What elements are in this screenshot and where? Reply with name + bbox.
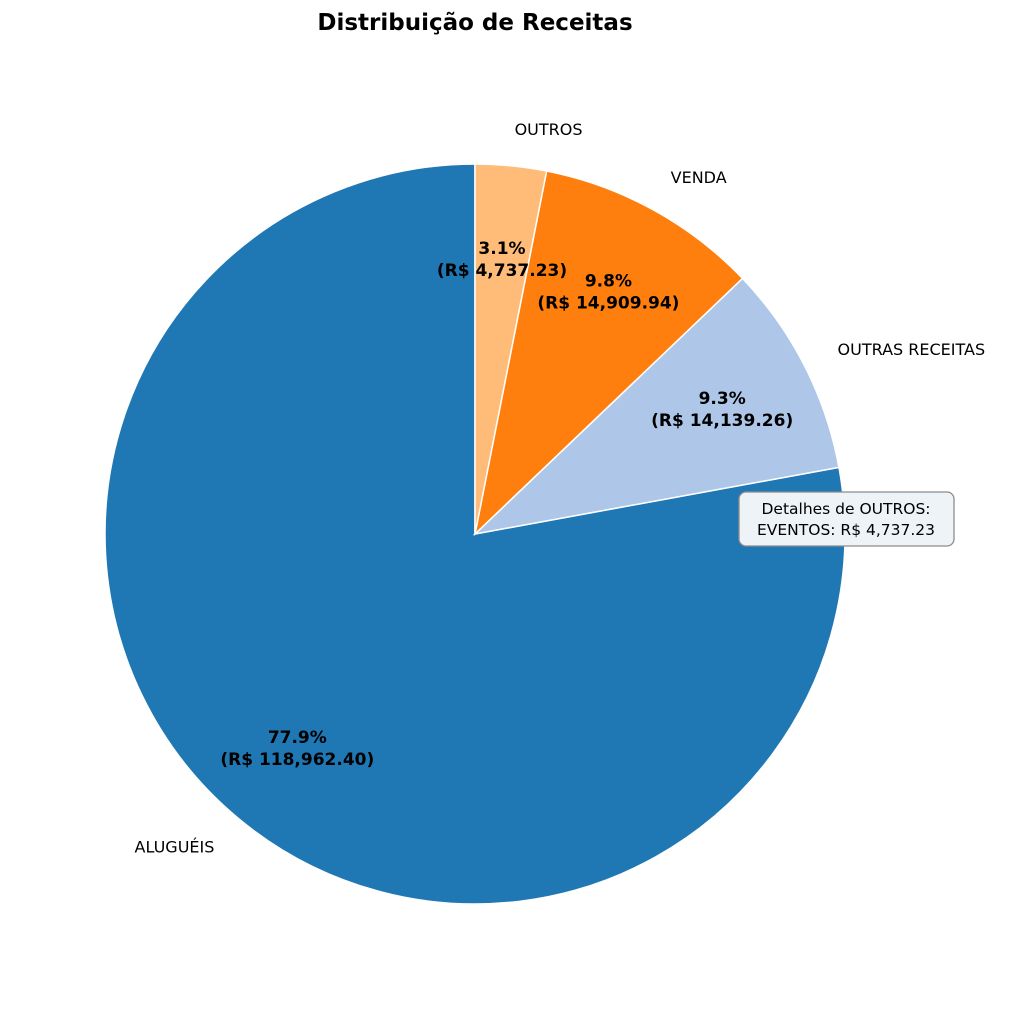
slice-label-outros: OUTROS [515,120,583,139]
pie-slices [104,163,846,905]
slice-label-venda: VENDA [671,168,727,187]
pie-slice-outras-receitas [472,277,840,536]
annotation-box [738,491,955,547]
slice-percent-alugueis: 77.9% [268,728,327,748]
slice-percent-outras-receitas: 9.3% [699,389,746,409]
slice-value-venda: (R$ 14,909.94) [537,294,679,314]
slice-value-outras-receitas: (R$ 14,139.26) [651,411,793,431]
chart-title: Distribuição de Receitas [317,10,632,36]
pie-slice-alugueis [104,163,846,905]
slice-label-outras-receitas: OUTRAS RECEITAS [838,340,986,359]
pie-slice-venda [473,170,744,537]
slice-percent-outros: 3.1% [478,239,525,259]
slice-value-outros: (R$ 4,737.23) [437,261,567,281]
slice-percent-venda: 9.8% [585,272,632,292]
pie-labels: ALUGUÉIS 77.9%(R$ 118,962.40) OUTRAS RECEI… [135,120,986,857]
slice-label-alugueis: ALUGUÉIS [135,838,215,857]
annotation-line-1: Detalhes de OUTROS: [761,500,930,518]
outros-detail-annotation: Detalhes de OUTROS: EVENTOS: R$ 4,737.23 [738,491,955,547]
pie-slice-outros [474,163,548,535]
annotation-line-2: EVENTOS: R$ 4,737.23 [757,521,935,539]
slice-value-alugueis: (R$ 118,962.40) [220,750,374,770]
